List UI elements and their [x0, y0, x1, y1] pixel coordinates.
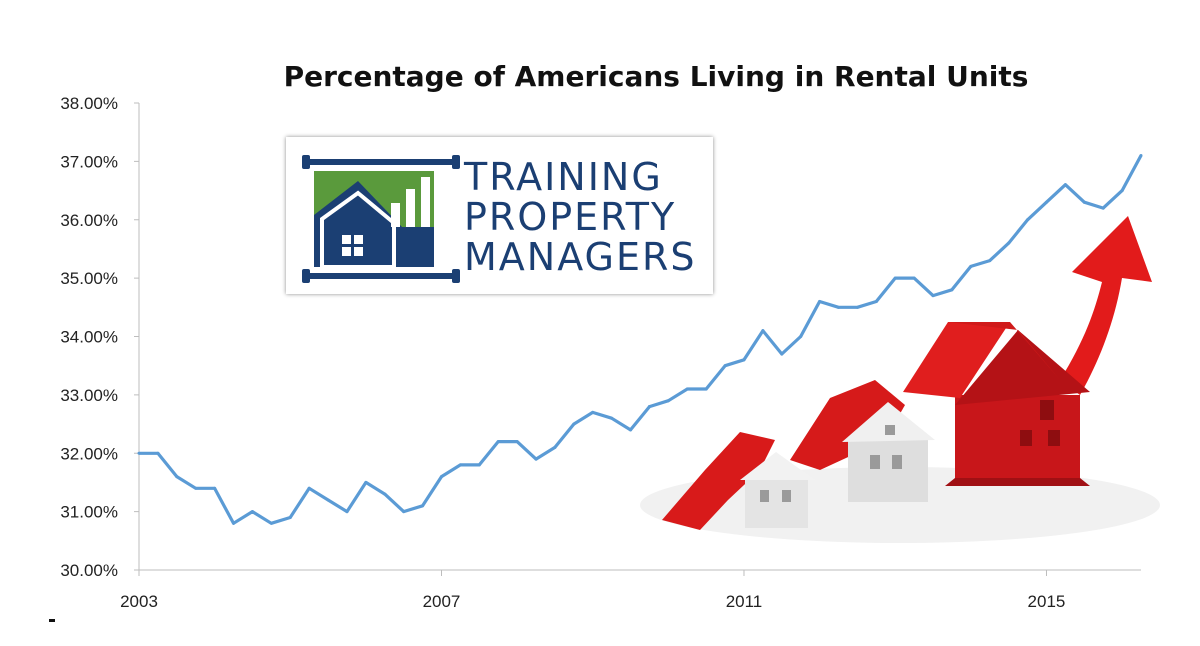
data-point	[610, 416, 614, 420]
data-point	[421, 504, 425, 508]
data-point	[761, 329, 765, 333]
data-point	[572, 422, 576, 426]
data-point	[269, 521, 273, 525]
data-point	[1007, 241, 1011, 245]
data-point	[194, 486, 198, 490]
data-point	[288, 515, 292, 519]
x-tick-label: 2015	[1028, 592, 1066, 611]
data-point	[723, 364, 727, 368]
data-point	[969, 264, 973, 268]
data-point	[780, 352, 784, 356]
data-point	[629, 428, 633, 432]
data-point	[855, 305, 859, 309]
houses-arrow-illustration	[640, 216, 1160, 543]
y-tick-label: 36.00%	[60, 211, 118, 230]
data-point	[988, 259, 992, 263]
data-point	[515, 440, 519, 444]
data-point	[307, 486, 311, 490]
data-point	[496, 440, 500, 444]
series-line	[139, 154, 1143, 525]
logo-line-1: TRAINING	[464, 155, 663, 199]
logo-line-3: MANAGERS	[464, 235, 697, 279]
data-point	[534, 457, 538, 461]
data-point	[874, 299, 878, 303]
data-point	[1139, 154, 1143, 158]
data-point	[912, 276, 916, 280]
data-point	[383, 492, 387, 496]
y-tick-label: 37.00%	[60, 152, 118, 171]
data-point	[647, 405, 651, 409]
large-house	[903, 322, 1090, 486]
data-point	[742, 358, 746, 362]
stray-mark	[49, 619, 55, 622]
data-point	[1026, 218, 1030, 222]
data-point	[893, 276, 897, 280]
data-point	[1082, 200, 1086, 204]
x-tick-label: 2007	[423, 592, 461, 611]
y-tick-label: 35.00%	[60, 269, 118, 288]
middle-house	[790, 380, 935, 502]
data-point	[1101, 206, 1105, 210]
data-point	[837, 305, 841, 309]
data-point	[553, 445, 557, 449]
data-point	[156, 451, 160, 455]
data-point	[666, 399, 670, 403]
growth-arrow	[1060, 216, 1152, 395]
data-point	[402, 510, 406, 514]
logo-text: TRAINING PROPERTY MANAGERS	[464, 157, 697, 277]
data-point	[591, 410, 595, 414]
data-point	[458, 463, 462, 467]
data-point	[477, 463, 481, 467]
data-point	[213, 486, 217, 490]
y-tick-label: 34.00%	[60, 328, 118, 347]
data-point	[232, 521, 236, 525]
series-points	[137, 154, 1143, 525]
data-point	[439, 475, 443, 479]
data-point	[704, 387, 708, 391]
y-tick-label: 31.00%	[60, 503, 118, 522]
data-point	[250, 510, 254, 514]
x-tick-label: 2003	[120, 592, 158, 611]
logo-emblem-icon	[302, 155, 460, 283]
training-property-managers-logo: TRAINING PROPERTY MANAGERS	[286, 137, 713, 294]
y-tick-label: 32.00%	[60, 444, 118, 463]
data-point	[799, 335, 803, 338]
data-point	[1120, 189, 1124, 193]
x-tick-label: 2011	[726, 592, 763, 611]
data-point	[931, 294, 935, 298]
axes: 30.00% 31.00% 32.00% 33.00% 34.00% 35.00% 36.0…	[60, 94, 1141, 611]
small-house	[662, 432, 815, 530]
logo-line-2: PROPERTY	[464, 195, 677, 239]
data-point	[1063, 183, 1067, 187]
y-tick-label: 33.00%	[60, 386, 118, 405]
y-tick-label: 30.00%	[60, 561, 118, 580]
data-point	[345, 510, 349, 514]
chart-title: Percentage of Americans Living in Rental…	[284, 60, 1029, 93]
y-tick-label: 38.00%	[60, 94, 118, 113]
data-point	[137, 451, 141, 455]
data-point	[175, 475, 179, 479]
data-point	[950, 288, 954, 292]
data-point	[818, 299, 822, 303]
data-point	[364, 480, 368, 484]
data-point	[1044, 200, 1048, 204]
data-point	[326, 498, 330, 502]
data-point	[685, 387, 689, 391]
